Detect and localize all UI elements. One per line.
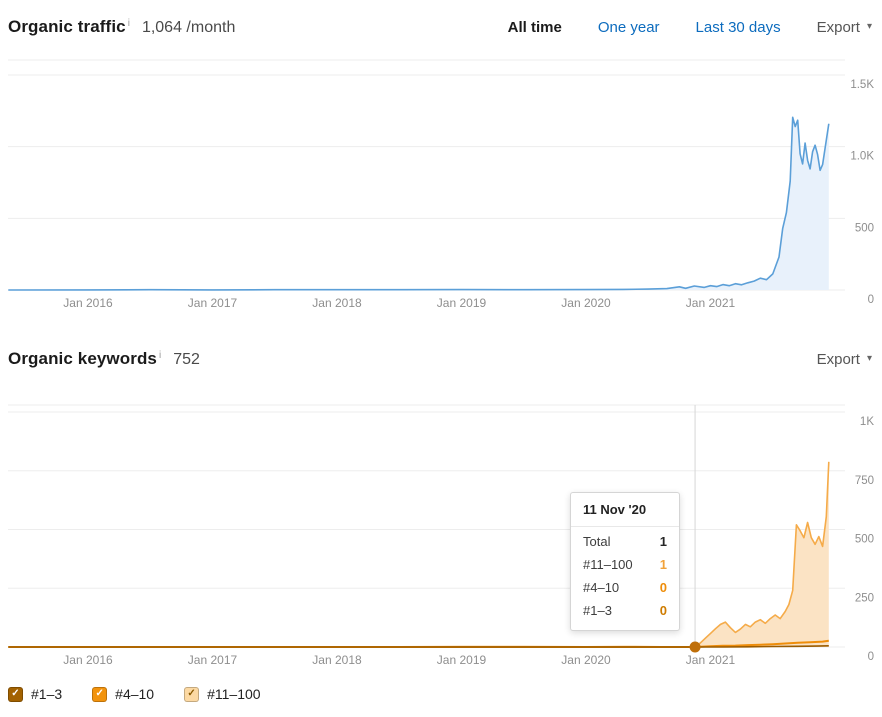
organic-keywords-value: 752 (173, 351, 200, 368)
svg-text:Jan 2017: Jan 2017 (188, 653, 238, 667)
tooltip-value: 1 (659, 534, 667, 549)
legend-item-4-10[interactable]: ✓ #4–10 (92, 686, 154, 702)
legend-item-11-100[interactable]: ✓ #11–100 (184, 686, 261, 702)
tooltip-row-1-3: #1–3 0 (583, 602, 667, 619)
svg-text:250: 250 (855, 592, 874, 604)
tooltip-label: #1–3 (583, 603, 612, 618)
svg-text:500: 500 (855, 222, 874, 234)
svg-text:0: 0 (868, 294, 874, 306)
tooltip-divider (571, 526, 679, 527)
svg-text:750: 750 (855, 475, 874, 487)
svg-text:Jan 2019: Jan 2019 (437, 296, 487, 310)
organic-keywords-title: Organic keywords (8, 349, 157, 368)
tooltip-value: 0 (659, 603, 667, 618)
tooltip-value: 0 (659, 580, 667, 595)
svg-text:Jan 2016: Jan 2016 (63, 296, 113, 310)
legend-checkbox-1-3[interactable]: ✓ (8, 686, 23, 702)
svg-text:Jan 2018: Jan 2018 (312, 296, 362, 310)
organic-traffic-title: Organic traffic (8, 17, 126, 36)
organic-traffic-chart[interactable]: 1.5K 1.0K 500 0 Jan 2016 Jan 2017 Jan 2018 Jan … (0, 55, 882, 313)
organic-traffic-header: Organic traffic i 1,064 /month All time … (8, 12, 872, 42)
svg-text:Jan 2018: Jan 2018 (312, 653, 362, 667)
export-button-keywords[interactable]: Export ▾ (817, 351, 872, 368)
tooltip-value: 1 (659, 557, 667, 572)
tab-last-30-days[interactable]: Last 30 days (695, 18, 781, 36)
chart-tooltip: 11 Nov '20 Total 1 #11–100 1 #4–10 0 #1–… (570, 492, 680, 631)
info-icon[interactable]: i (127, 18, 130, 29)
organic-traffic-value: 1,064 /month (141, 19, 236, 36)
svg-text:Jan 2016: Jan 2016 (63, 653, 113, 667)
export-button-traffic[interactable]: Export ▾ (817, 19, 872, 36)
svg-text:Jan 2020: Jan 2020 (561, 296, 611, 310)
export-label: Export (816, 18, 860, 36)
svg-text:1K: 1K (860, 416, 874, 428)
svg-text:Jan 2021: Jan 2021 (686, 653, 736, 667)
legend-label: #4–10 (115, 686, 155, 702)
info-icon[interactable]: i (159, 350, 162, 361)
export-label: Export (816, 350, 860, 368)
svg-text:0: 0 (868, 651, 874, 663)
legend-checkbox-11-100[interactable]: ✓ (184, 686, 200, 702)
tooltip-label: #4–10 (583, 580, 620, 595)
svg-text:1.0K: 1.0K (850, 151, 874, 163)
svg-text:Jan 2019: Jan 2019 (437, 653, 487, 667)
tab-all-time[interactable]: All time (507, 18, 562, 36)
svg-text:500: 500 (855, 534, 874, 546)
tooltip-date: 11 Nov '20 (583, 502, 647, 517)
caret-down-icon: ▾ (866, 21, 872, 32)
svg-text:Jan 2020: Jan 2020 (561, 653, 611, 667)
organic-keywords-header: Organic keywords i 752 Export ▾ (8, 344, 872, 374)
legend-label: #1–3 (31, 686, 63, 702)
svg-text:Jan 2021: Jan 2021 (686, 296, 736, 310)
legend-label: #11–100 (207, 686, 261, 702)
svg-text:1.5K: 1.5K (850, 79, 874, 91)
caret-down-icon: ▾ (866, 353, 872, 364)
legend-checkbox-4-10[interactable]: ✓ (92, 686, 108, 702)
tab-one-year[interactable]: One year (597, 18, 660, 36)
legend-item-1-3[interactable]: ✓ #1–3 (8, 686, 62, 702)
keywords-legend: ✓ #1–3 ✓ #4–10 ✓ #11–100 (8, 686, 261, 702)
svg-text:Jan 2017: Jan 2017 (188, 296, 238, 310)
tooltip-row-total: Total 1 (583, 533, 667, 550)
tooltip-row-11-100: #11–100 1 (583, 556, 667, 573)
organic-keywords-chart[interactable]: 1K 750 500 250 0 Jan 2016 Jan 2017 Jan 2018 Jan … (0, 395, 882, 677)
hover-marker-dot (689, 641, 701, 653)
tooltip-label: #11–100 (583, 557, 633, 572)
tooltip-row-4-10: #4–10 0 (583, 579, 667, 596)
tooltip-label: Total (583, 534, 611, 549)
